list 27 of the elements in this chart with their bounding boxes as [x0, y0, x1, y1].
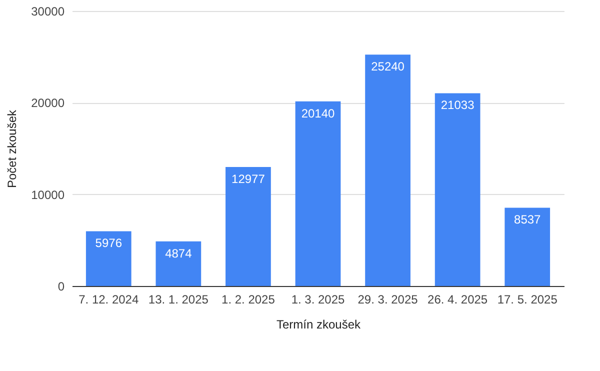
- bar: [504, 208, 550, 286]
- bar: [295, 101, 341, 286]
- x-tick-label: 7. 12. 2024: [78, 292, 139, 306]
- y-tick-label: 30000: [31, 4, 65, 18]
- x-tick-label: 29. 3. 2025: [358, 292, 418, 306]
- bar: [226, 167, 271, 286]
- x-tick-label: 1. 2. 2025: [222, 292, 276, 306]
- bar: [365, 54, 410, 286]
- data-label: 12977: [232, 172, 266, 186]
- data-label: 25240: [371, 60, 405, 74]
- data-label: 21033: [440, 98, 475, 112]
- x-tick-label: 26. 4. 2025: [428, 292, 488, 306]
- data-label: 4874: [165, 246, 192, 260]
- bar: [156, 241, 202, 286]
- y-axis-title: Počet zkoušek: [5, 108, 20, 188]
- data-label: 20140: [301, 106, 336, 120]
- x-tick-label: 13. 1. 2025: [148, 292, 209, 306]
- data-label: 5976: [95, 236, 122, 250]
- x-tick-label: 17. 5. 2025: [497, 292, 558, 306]
- data-label: 8537: [514, 212, 542, 227]
- bar: [86, 231, 132, 286]
- y-tick-label: 0: [58, 280, 65, 294]
- y-tick-label: 10000: [31, 188, 65, 202]
- x-axis-title: Termín zkoušek: [276, 318, 362, 332]
- x-tick-label: 1. 3. 2025: [291, 292, 346, 306]
- y-tick-label: 20000: [31, 96, 65, 110]
- bar: [434, 93, 480, 286]
